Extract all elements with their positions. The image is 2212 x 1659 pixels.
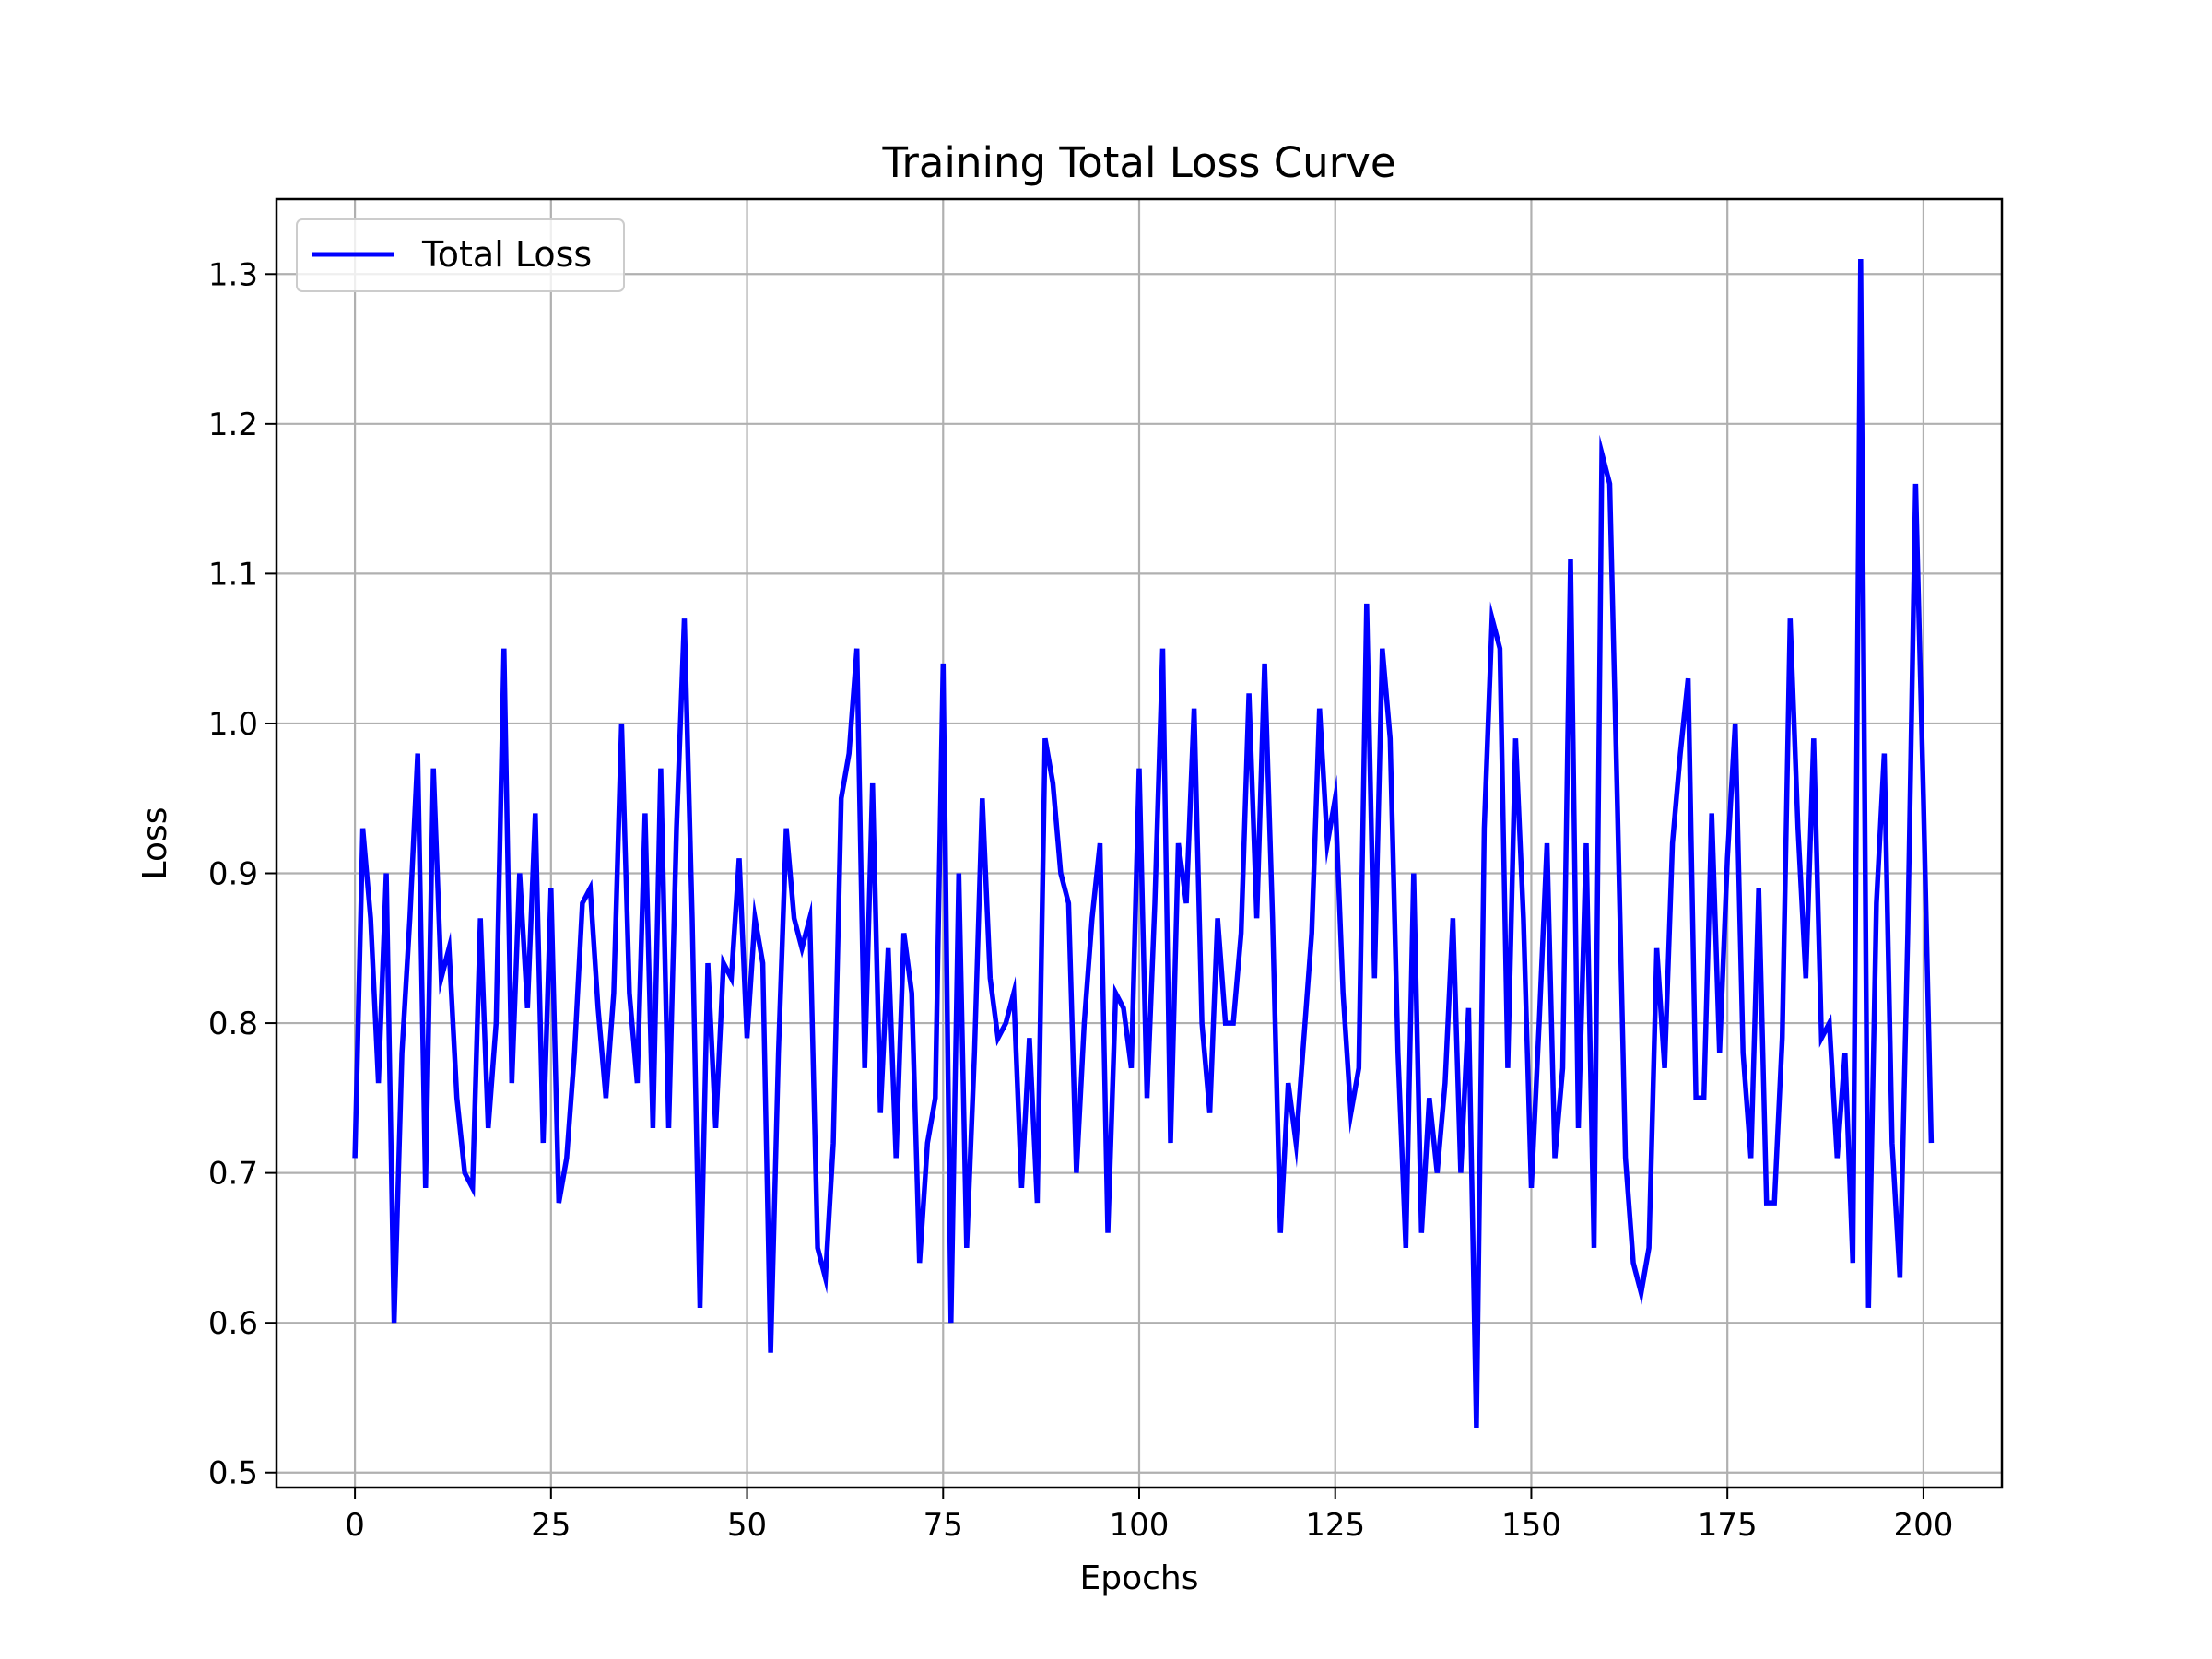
legend-box xyxy=(296,218,625,292)
y-tick-label: 1.3 xyxy=(208,256,258,293)
series-layer xyxy=(352,258,1935,1429)
x-axis-label: Epochs xyxy=(1080,1559,1199,1597)
y-tick-label: 1.2 xyxy=(208,406,258,443)
x-axis: 0 25 50 75 100 125 150 175 200 xyxy=(345,1488,1953,1544)
x-tick-label: 200 xyxy=(1893,1507,1953,1544)
chart-title: Training Total Loss Curve xyxy=(881,138,1395,187)
y-tick-label: 1.1 xyxy=(208,556,258,593)
y-tick-label: 0.9 xyxy=(208,856,258,893)
y-tick-label: 0.5 xyxy=(208,1455,258,1492)
x-tick-label: 50 xyxy=(727,1507,767,1544)
y-tick-label: 0.8 xyxy=(208,1006,258,1042)
legend-label: Total Loss xyxy=(421,234,592,275)
y-axis: 0.5 0.6 0.7 0.8 0.9 1.0 1.1 1.2 1.3 xyxy=(208,256,276,1492)
x-tick-label: 175 xyxy=(1698,1507,1758,1544)
series-line xyxy=(352,258,1935,1429)
y-tick-label: 0.6 xyxy=(208,1305,258,1342)
x-tick-label: 150 xyxy=(1501,1507,1561,1544)
y-tick-label: 0.7 xyxy=(208,1156,258,1193)
x-tick-label: 125 xyxy=(1305,1507,1365,1544)
x-tick-label: 25 xyxy=(531,1507,571,1544)
x-tick-label: 0 xyxy=(345,1507,365,1544)
x-tick-label: 75 xyxy=(924,1507,963,1544)
x-tick-label: 100 xyxy=(1110,1507,1170,1544)
legend: Total Loss xyxy=(296,218,625,292)
y-axis-label: Loss xyxy=(136,807,174,880)
y-tick-label: 1.0 xyxy=(208,706,258,743)
